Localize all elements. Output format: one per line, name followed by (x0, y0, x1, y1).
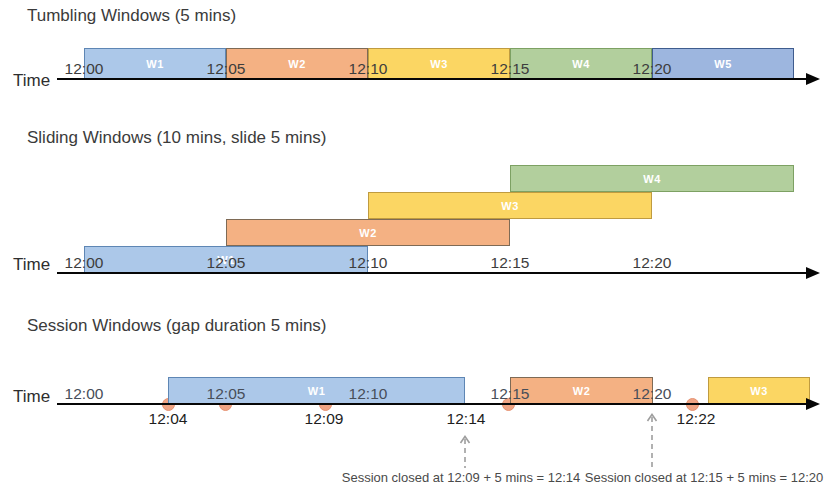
tumbling-section-title: Tumbling Windows (5 mins) (27, 6, 236, 26)
tumbling-window-label: W2 (288, 58, 305, 70)
event-time-label: 12:22 (677, 410, 716, 428)
sliding-axis-tick-label: 12:20 (633, 254, 672, 272)
session-time-axis-line (57, 403, 810, 405)
session-section-title: Session Windows (gap duration 5 mins) (27, 316, 327, 336)
event-time-label: 12:14 (447, 410, 486, 428)
tumbling-window-box-w2: W2 (226, 48, 368, 79)
session-close-annotation-2: Session closed at 12:15 + 5 mins = 12:20 (585, 470, 824, 485)
tumbling-axis-tick-label: 12:05 (207, 60, 246, 78)
session-axis-tick-label: 12:10 (349, 385, 388, 403)
sliding-window-label: W2 (359, 227, 376, 239)
tumbling-window-box-w4: W4 (510, 48, 652, 79)
tumbling-window-box-w3: W3 (368, 48, 510, 79)
tumbling-axis-tick-label: 12:10 (349, 60, 388, 78)
windowing-diagram: Tumbling Windows (5 mins) Time W1 W2 W3 W4 W… (0, 0, 829, 498)
tumbling-window-label: W3 (430, 58, 447, 70)
session-window-label: W2 (573, 385, 590, 397)
session-axis-tick-label: 12:20 (633, 385, 672, 403)
sliding-window-box-w2: W2 (226, 219, 510, 246)
session-time-axis-label: Time (13, 387, 50, 407)
session-window-box-w2: W2 (510, 377, 653, 404)
sliding-window-label: W3 (501, 200, 518, 212)
session-window-label: W3 (750, 385, 767, 397)
tumbling-axis-tick-label: 12:00 (65, 60, 104, 78)
session-close-annotation-1: Session closed at 12:09 + 5 mins = 12:14 (342, 470, 581, 485)
sliding-axis-arrowhead-icon (806, 267, 820, 279)
session-axis-tick-label: 12:00 (65, 385, 104, 403)
sliding-axis-tick-label: 12:15 (491, 254, 530, 272)
tumbling-time-axis-label: Time (13, 71, 50, 91)
session-close-arrow-1-icon (459, 435, 471, 468)
sliding-window-box-w3: W3 (368, 192, 652, 219)
session-axis-arrowhead-icon (806, 398, 820, 410)
sliding-section-title: Sliding Windows (10 mins, slide 5 mins) (27, 128, 327, 148)
tumbling-axis-tick-label: 12:15 (491, 60, 530, 78)
tumbling-window-label: W5 (714, 58, 731, 70)
sliding-axis-tick-label: 12:00 (65, 254, 104, 272)
session-axis-tick-label: 12:05 (207, 385, 246, 403)
session-window-label: W1 (308, 385, 325, 397)
session-window-box-w3: W3 (708, 377, 810, 404)
tumbling-window-box-w1: W1 (84, 48, 226, 79)
tumbling-axis-arrowhead-icon (806, 73, 820, 85)
tumbling-window-label: W4 (572, 58, 589, 70)
event-time-label: 12:09 (305, 410, 344, 428)
tumbling-time-axis-line (57, 78, 810, 80)
sliding-time-axis-line (57, 272, 810, 274)
sliding-window-box-w4: W4 (510, 165, 794, 192)
sliding-axis-tick-label: 12:10 (349, 254, 388, 272)
sliding-axis-tick-label: 12:05 (207, 254, 246, 272)
session-axis-tick-label: 12:15 (491, 385, 530, 403)
event-time-label: 12:04 (149, 410, 188, 428)
tumbling-axis-tick-label: 12:20 (633, 60, 672, 78)
session-close-arrow-2-icon (646, 413, 658, 468)
tumbling-window-label: W1 (146, 58, 163, 70)
sliding-window-label: W4 (643, 173, 660, 185)
tumbling-window-box-w5: W5 (652, 48, 794, 79)
sliding-time-axis-label: Time (13, 255, 50, 275)
